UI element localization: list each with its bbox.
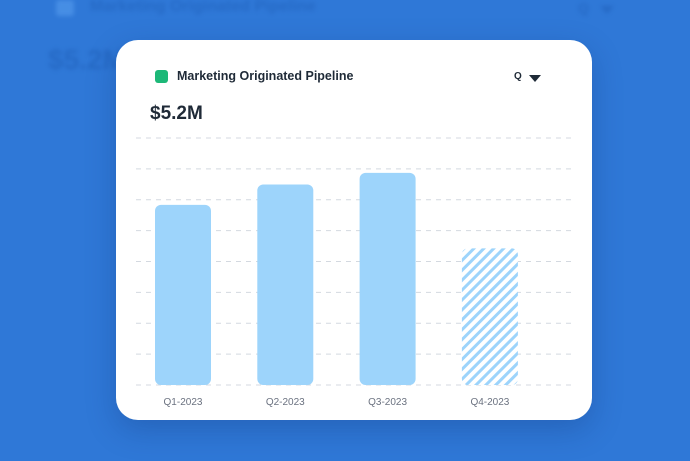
background-caret-down-icon (600, 6, 614, 14)
bar-q2-2023[interactable] (257, 184, 314, 385)
pipeline-widget-card: Marketing Originated Pipeline Q $5.2M Q1… (116, 40, 592, 420)
background-period-selector: Q (578, 0, 589, 16)
bar-q1-2023[interactable] (155, 204, 211, 385)
pipeline-total-value: $5.2M (150, 103, 203, 124)
caret-down-icon[interactable] (529, 75, 541, 82)
x-tick-label: Q4-2023 (470, 397, 509, 408)
background-widget-value: $5.2M (48, 44, 126, 75)
x-tick-label: Q2-2023 (266, 397, 305, 408)
background-widget-title: Marketing Originated Pipeline (90, 0, 316, 15)
bar-q3-2023[interactable] (359, 172, 416, 385)
widget-title: Marketing Originated Pipeline (177, 69, 354, 83)
bar-q4-2023[interactable] (461, 248, 518, 385)
period-selector[interactable]: Q (514, 71, 522, 82)
legend-swatch (155, 70, 168, 83)
x-tick-label: Q3-2023 (368, 397, 407, 408)
pipeline-bar-chart: Q1-2023 Q2-2023 Q3-2023 Q4-2023 (136, 137, 576, 408)
x-tick-label: Q1-2023 (164, 397, 203, 408)
background-legend-swatch (56, 0, 74, 16)
